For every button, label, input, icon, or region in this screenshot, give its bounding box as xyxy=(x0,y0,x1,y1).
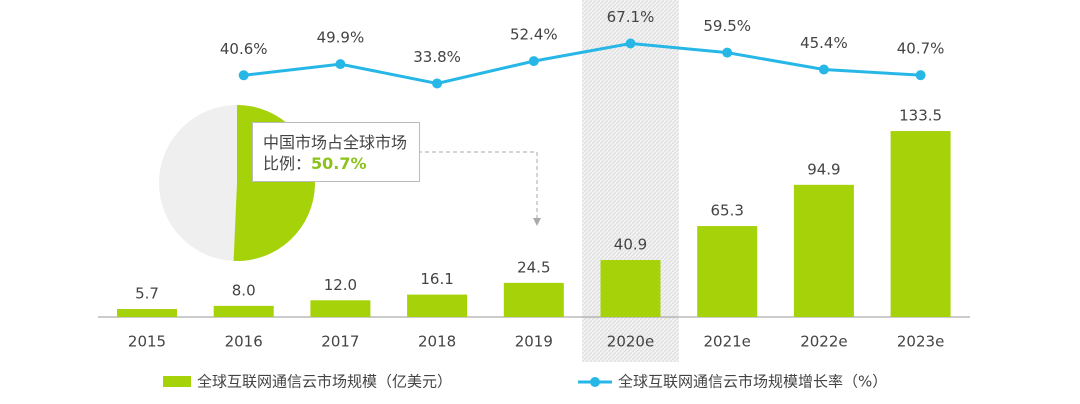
bar-value-label: 65.3 xyxy=(710,202,743,220)
growth-marker xyxy=(915,70,926,81)
x-tick-label: 2020e xyxy=(607,333,654,351)
bar xyxy=(503,282,564,317)
growth-line xyxy=(243,41,921,85)
bar-value-label: 8.0 xyxy=(232,281,256,299)
bar-value-label: 94.9 xyxy=(807,160,840,178)
growth-marker xyxy=(625,38,636,49)
growth-value-label: 45.4% xyxy=(800,34,848,52)
legend-swatch xyxy=(590,377,600,387)
x-tick-label: 2017 xyxy=(321,333,359,351)
x-tick-label: 2015 xyxy=(128,333,166,351)
bar-value-label: 12.0 xyxy=(324,276,357,294)
x-tick-label: 2016 xyxy=(225,333,263,351)
bar xyxy=(117,309,177,317)
bar xyxy=(890,131,951,317)
growth-marker xyxy=(818,64,829,75)
callout-text: 中国市场占全球市场比例： xyxy=(263,133,408,173)
growth-marker xyxy=(722,47,733,58)
bar xyxy=(310,300,371,317)
x-tick-label: 2022e xyxy=(800,333,847,351)
x-tick-label: 2021e xyxy=(703,333,750,351)
growth-marker xyxy=(528,56,539,67)
bar-value-label: 5.7 xyxy=(135,285,159,303)
bar-value-label: 24.5 xyxy=(517,258,550,276)
callout-arrow xyxy=(418,151,541,226)
bar xyxy=(407,294,468,317)
growth-value-label: 59.5% xyxy=(703,17,751,35)
growth-value-label: 33.8% xyxy=(413,48,461,66)
growth-value-label: 40.6% xyxy=(220,40,268,58)
legend-label: 全球互联网通信云市场规模（亿美元） xyxy=(197,373,452,391)
growth-marker xyxy=(432,78,443,89)
bar-value-label: 16.1 xyxy=(420,270,453,288)
growth-marker xyxy=(238,70,249,81)
x-tick-label: 2019 xyxy=(515,333,553,351)
x-tick-label: 2018 xyxy=(418,333,456,351)
growth-value-label: 52.4% xyxy=(510,26,558,44)
callout: 中国市场占全球市场比例：50.7% xyxy=(252,122,420,182)
x-tick-label: 2023e xyxy=(897,333,944,351)
legend-label: 全球互联网通信云市场规模增长率（%） xyxy=(618,373,887,391)
bar xyxy=(600,260,661,317)
bar-value-label: 40.9 xyxy=(614,236,647,254)
growth-marker xyxy=(335,59,346,70)
legend-swatch xyxy=(163,376,191,387)
callout-value: 50.7% xyxy=(311,154,367,173)
bar xyxy=(213,305,274,317)
growth-value-label: 67.1% xyxy=(607,8,655,26)
bar-value-label: 133.5 xyxy=(899,107,942,125)
bar xyxy=(697,226,758,317)
bar xyxy=(793,184,854,317)
growth-value-label: 40.7% xyxy=(897,40,945,58)
growth-value-label: 49.9% xyxy=(317,29,365,47)
